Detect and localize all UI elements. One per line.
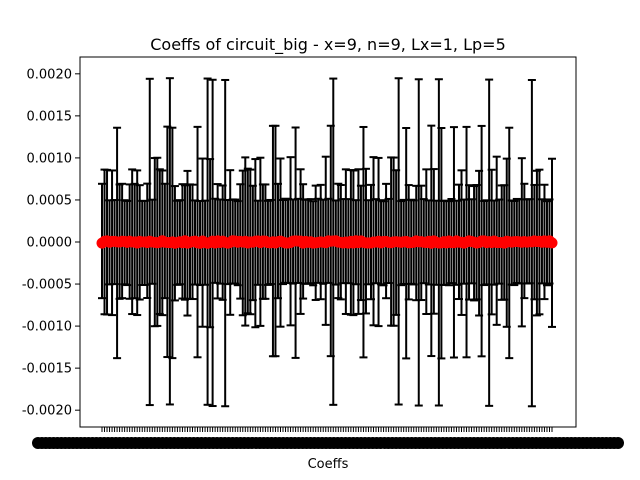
y-tick-label: -0.0010 (22, 320, 72, 335)
data-point (546, 237, 558, 249)
x-axis-label: Coeffs (308, 457, 349, 472)
y-tick-label: -0.0020 (22, 404, 72, 419)
chart-marks (96, 77, 558, 408)
y-tick-label: -0.0005 (22, 278, 72, 293)
chart-title: Coeffs of circuit_big - x=9, n=9, Lx=1, … (150, 35, 506, 55)
x-axis-ticks (32, 427, 624, 449)
y-tick-label: 0.0005 (27, 193, 73, 208)
y-tick-label: -0.0015 (22, 362, 72, 377)
y-tick-label: 0.0020 (27, 67, 73, 82)
x-tick-label-blob (612, 437, 624, 449)
y-tick-label: 0.0010 (27, 151, 73, 166)
y-axis-ticks: 0.0020 0.0015 0.0010 0.0005 0.0000 -0.0005 -0.… (22, 67, 80, 419)
y-tick-label: 0.0015 (27, 109, 73, 124)
y-tick-label: 0.0000 (27, 236, 73, 251)
